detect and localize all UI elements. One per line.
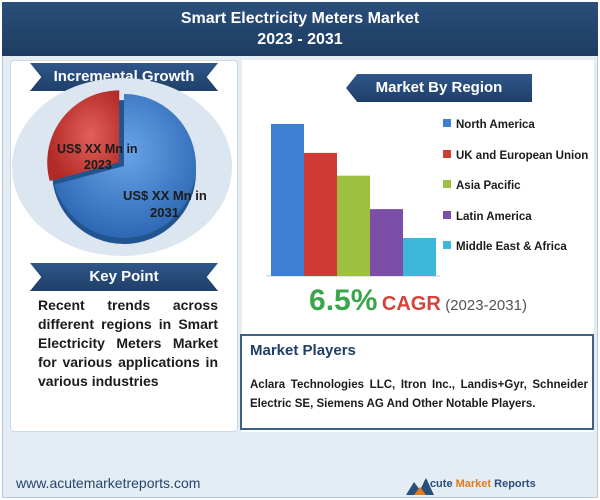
market-players-title: Market Players: [250, 342, 356, 359]
key-point-label: Key Point: [89, 268, 159, 285]
cagr-label: CAGR: [381, 293, 441, 315]
legend-label: Asia Pacific: [456, 180, 521, 192]
pie-label-2031-line1: US$ XX Mn in: [123, 188, 207, 203]
legend-swatch: [443, 180, 451, 188]
page-title: Smart Electricity Meters Market: [180, 10, 420, 27]
legend-label: Latin America: [456, 210, 532, 223]
market-by-region-label: Market By Region: [375, 79, 503, 96]
legend-swatch: [443, 241, 451, 249]
bar-asia-pacific: [337, 175, 370, 276]
bar-uk-and-european-union: [304, 152, 337, 276]
footer-url-link[interactable]: www.acutemarketreports.com: [16, 475, 201, 491]
brand-part1: Acute: [422, 478, 456, 490]
bar-latin-america: [370, 209, 403, 276]
market-by-region-ribbon: Market By Region: [346, 74, 532, 102]
incremental-growth-label: Incremental Growth: [53, 68, 195, 85]
page-header: Smart Electricity Meters Market 2023 - 2…: [2, 2, 598, 56]
legend-item-uk-and-european-union: UK and European Union: [443, 149, 588, 163]
legend-item-latin-america: Latin America: [443, 210, 532, 224]
legend-label: North America: [456, 119, 535, 131]
page-subtitle: 2023 - 2031: [257, 31, 343, 48]
brand-name: Acute Market Reports: [422, 478, 536, 496]
pie-label-2023-line1: US$ XX Mn in: [57, 142, 138, 156]
pie-slice-2023: [47, 90, 120, 181]
pie-label-2023-line2: 2023: [84, 158, 112, 172]
legend-item-north-america: North America: [443, 118, 535, 132]
bar-north-america: [271, 124, 304, 276]
market-players-box: Market Players Aclara Technologies LLC, …: [240, 334, 594, 430]
cagr-years: (2023-2031): [445, 297, 527, 314]
legend-label: UK and European Union: [456, 149, 589, 162]
key-point-ribbon: Key Point: [30, 263, 218, 291]
pie-label-2031-line2: 2031: [150, 205, 179, 220]
legend-item-middle-east-africa: Middle East & Africa: [443, 240, 567, 254]
legend-swatch: [443, 210, 451, 219]
legend-swatch: [443, 149, 451, 158]
legend-label: Middle East & Africa: [456, 241, 567, 253]
legend-swatch: [443, 119, 451, 127]
cagr-display: 6.5% CAGR (2023-2031): [242, 284, 594, 324]
pie-slice-2031: [54, 94, 196, 238]
cagr-value: 6.5%: [309, 284, 378, 317]
legend-item-asia-pacific: Asia Pacific: [443, 179, 521, 193]
key-point-text: Recent trends across different regions i…: [38, 297, 218, 389]
bar-middle-east-africa: [403, 238, 436, 276]
footer: www.acutemarketreports.com: [2, 466, 598, 498]
brand-part2: Market: [455, 478, 495, 490]
market-players-text: Aclara Technologies LLC, Itron Inc., Lan…: [250, 379, 588, 410]
brand-part3: Reports: [494, 478, 536, 490]
